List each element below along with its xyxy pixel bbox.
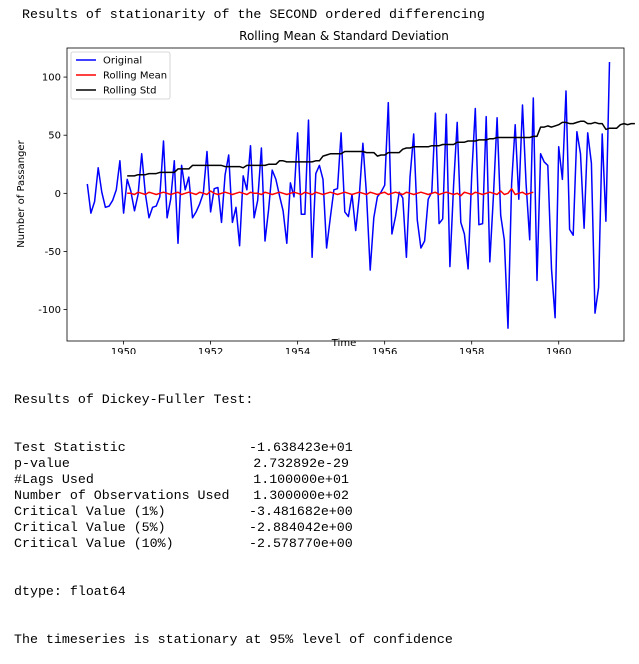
y-tick-label: 100 <box>42 73 61 84</box>
df-row: Critical Value (5%) -2.884042e+00 <box>14 520 453 536</box>
df-row-label: Critical Value (5%) <box>14 520 166 535</box>
y-tick-label: 50 <box>48 131 61 142</box>
df-dtype: dtype: float64 <box>14 584 126 599</box>
df-row: p-value 2.732892e-29 <box>14 456 453 472</box>
df-row-label: Critical Value (10%) <box>14 536 174 551</box>
rolling-stats-chart: Rolling Mean & Standard Deviation 1950 19… <box>0 24 639 354</box>
legend-box <box>70 51 171 100</box>
df-row-value: -3.481682e+00 <box>249 504 353 519</box>
df-conclusion: The timeseries is stationary at 95% leve… <box>14 632 453 647</box>
df-row: #Lags Used 1.100000e+01 <box>14 472 453 488</box>
df-row: Number of Observations Used 1.300000e+02 <box>14 488 453 504</box>
chart-legend: Original Rolling Mean Rolling Std <box>70 51 171 100</box>
series-line-rolling-std <box>127 120 635 177</box>
df-row-label: Number of Observations Used <box>14 488 230 503</box>
df-row-label: p-value <box>14 456 70 471</box>
x-tick-label: 1960 <box>546 347 571 354</box>
chart-svg: Rolling Mean & Standard Deviation 1950 19… <box>16 29 635 354</box>
df-row-value: -1.638423e+01 <box>249 440 353 455</box>
df-row: Test Statistic -1.638423e+01 <box>14 440 453 456</box>
df-row-value: -2.578770e+00 <box>249 536 353 551</box>
x-axis-label: Time <box>331 338 356 349</box>
df-row-value: 1.300000e+02 <box>253 488 349 503</box>
series-line-rolling-mean <box>127 187 534 197</box>
legend-label: Rolling Mean <box>103 71 167 82</box>
df-row: Critical Value (10%) -2.578770e+00 <box>14 536 453 552</box>
series-line-original <box>86 61 611 329</box>
legend-label: Rolling Std <box>103 86 156 97</box>
chart-title: Rolling Mean & Standard Deviation <box>239 29 449 43</box>
df-row-value: -2.884042e+00 <box>249 520 353 535</box>
df-row-value: 2.732892e-29 <box>253 456 349 471</box>
x-tick-label: 1956 <box>372 347 397 354</box>
df-table: Test Statistic -1.638423e+01 p-value 2.7328… <box>14 440 453 552</box>
dickey-fuller-output: Results of Dickey-Fuller Test: Test Stat… <box>14 360 453 664</box>
output-heading: Results of stationarity of the SECOND or… <box>22 7 485 22</box>
legend-label: Original <box>103 56 142 67</box>
y-tick-label: -100 <box>38 305 61 316</box>
df-row-label: #Lags Used <box>14 472 94 487</box>
y-tick-label: -50 <box>45 247 61 258</box>
x-tick-label: 1954 <box>285 347 310 354</box>
x-tick-label: 1958 <box>459 347 484 354</box>
axes-frame <box>66 47 625 342</box>
df-row-label: Critical Value (1%) <box>14 504 166 519</box>
y-axis-label: Number of Passanger <box>16 139 27 247</box>
x-tick-label: 1950 <box>111 347 136 354</box>
df-row-value: 1.100000e+01 <box>253 472 349 487</box>
df-row-label: Test Statistic <box>14 440 126 455</box>
df-header: Results of Dickey-Fuller Test: <box>14 392 254 407</box>
y-tick-label: 0 <box>55 189 61 200</box>
x-tick-label: 1952 <box>198 347 223 354</box>
df-row: Critical Value (1%) -3.481682e+00 <box>14 504 453 520</box>
